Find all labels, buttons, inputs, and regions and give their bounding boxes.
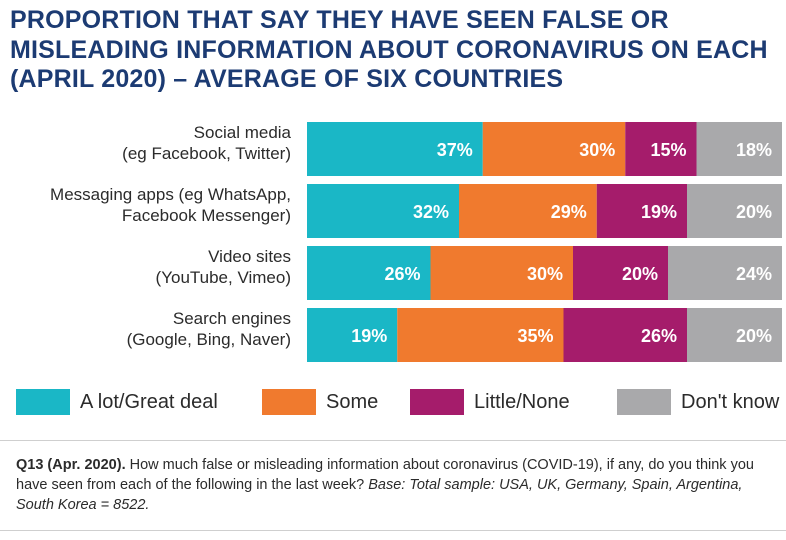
- chart-title: PROPORTION THAT SAY THEY HAVE SEEN FALSE…: [10, 6, 768, 93]
- legend-label: Little/None: [474, 390, 570, 413]
- data-label: 32%: [413, 202, 449, 222]
- footnote-question-text: How much false or misleading information…: [16, 457, 754, 493]
- footnote-question-id: Q13 (Apr. 2020).: [16, 457, 126, 473]
- category-label-line: Video sites: [208, 247, 291, 266]
- category-label-line: (YouTube, Vimeo): [156, 268, 291, 287]
- bar-segment: [307, 308, 398, 362]
- data-label: 20%: [736, 326, 772, 346]
- data-label: 35%: [517, 326, 553, 346]
- legend-label: Some: [326, 390, 379, 413]
- data-label: 30%: [527, 264, 563, 284]
- bar-segment: [596, 184, 687, 238]
- category-label: Messaging apps (eg WhatsApp, Facebook Mes…: [50, 185, 291, 225]
- data-label: 26%: [641, 326, 677, 346]
- bar-segment: [459, 184, 597, 238]
- legend-swatch: [617, 389, 671, 415]
- legend-item: Some: [262, 388, 378, 416]
- divider-top: [0, 440, 786, 441]
- legend-item: Don't know: [617, 388, 779, 416]
- bar-segment: [668, 246, 782, 300]
- data-label: 26%: [384, 264, 420, 284]
- legend-swatch: [16, 389, 70, 415]
- category-label-line: (Google, Bing, Naver): [127, 330, 291, 349]
- data-label: 20%: [736, 202, 772, 222]
- category-label-line: Search engines: [173, 309, 291, 328]
- footnote: Q13 (Apr. 2020). How much false or misle…: [16, 455, 778, 515]
- bar-segment: [482, 122, 626, 176]
- data-label: 20%: [622, 264, 658, 284]
- data-label: 18%: [736, 140, 772, 160]
- data-label: 30%: [579, 140, 615, 160]
- category-label: Video sites (YouTube, Vimeo): [156, 247, 291, 287]
- bar-segment: [397, 308, 564, 362]
- bar-segment: [625, 122, 697, 176]
- bar-segment: [687, 184, 782, 238]
- stacked-bar-chart: Social media (eg Facebook, Twitter) 37% 30%…: [50, 122, 782, 362]
- category-label-line: (eg Facebook, Twitter): [122, 144, 291, 163]
- category-label: Search engines (Google, Bing, Naver): [127, 309, 291, 349]
- bar-segment: [430, 246, 573, 300]
- data-label: 29%: [551, 202, 587, 222]
- bar-segment: [307, 122, 483, 176]
- legend-item: Little/None: [410, 388, 570, 416]
- data-label: 24%: [736, 264, 772, 284]
- legend-label: A lot/Great deal: [80, 390, 218, 413]
- bar-segment: [307, 184, 459, 238]
- data-label: 37%: [437, 140, 473, 160]
- legend-swatch: [262, 389, 316, 415]
- data-label: 19%: [641, 202, 677, 222]
- category-label-line: Messaging apps (eg WhatsApp,: [50, 185, 291, 204]
- bar-segment: [696, 122, 782, 176]
- bar-segment: [573, 246, 668, 300]
- data-label: 15%: [650, 140, 686, 160]
- chart-legend: A lot/Great deal Some Little/None Don't kno…: [0, 388, 786, 416]
- bar-segment: [307, 246, 431, 300]
- data-label: 19%: [351, 326, 387, 346]
- bar-segment: [687, 308, 782, 362]
- footnote-base: Base: Total sample: USA, UK, Germany, Sp…: [16, 477, 743, 513]
- legend-swatch: [410, 389, 464, 415]
- category-label-line: Facebook Messenger): [122, 206, 291, 225]
- bar-segment: [563, 308, 687, 362]
- divider-bottom: [0, 530, 786, 531]
- category-label-line: Social media: [194, 123, 292, 142]
- legend-item: A lot/Great deal: [16, 388, 218, 416]
- category-label: Social media (eg Facebook, Twitter): [122, 123, 291, 163]
- legend-label: Don't know: [681, 390, 780, 413]
